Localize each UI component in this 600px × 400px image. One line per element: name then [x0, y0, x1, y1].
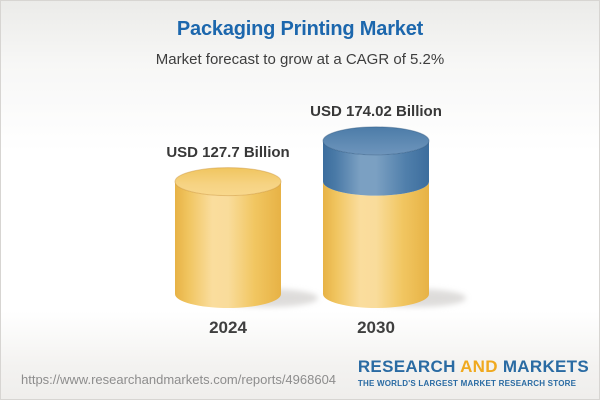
- report-url: https://www.researchandmarkets.com/repor…: [21, 372, 337, 387]
- logo-tagline: THE WORLD'S LARGEST MARKET RESEARCH STOR…: [357, 379, 577, 388]
- value-label: USD 127.7 Billion: [166, 143, 290, 161]
- category-label-2030: 2030: [357, 318, 395, 337]
- cylinder-2030-growth-segment: [323, 140, 429, 196]
- value-label: USD 174.02 Billion: [310, 102, 442, 120]
- cylinder-2030-top-cap: [322, 126, 430, 156]
- research-and-markets-logo: RESEARCH AND MARKETS THE WORLD'S LARGEST…: [358, 357, 589, 388]
- logo-word-markets: MARKETS: [502, 357, 589, 376]
- logo-word-and: AND: [460, 357, 498, 376]
- cylinder-2030-base-segment: [323, 181, 429, 308]
- cylinder-2024-base-segment: [175, 181, 281, 308]
- category-label-2024: 2024: [209, 318, 247, 337]
- logo-word-research: RESEARCH: [357, 357, 456, 376]
- logo-wordmark: RESEARCH AND MARKETS: [358, 357, 589, 377]
- page-subtitle: Market forecast to grow at a CAGR of 5.2…: [155, 51, 445, 68]
- cylinder-2024-top-cap: [174, 167, 282, 197]
- page-title: Packaging Printing Market: [176, 18, 424, 40]
